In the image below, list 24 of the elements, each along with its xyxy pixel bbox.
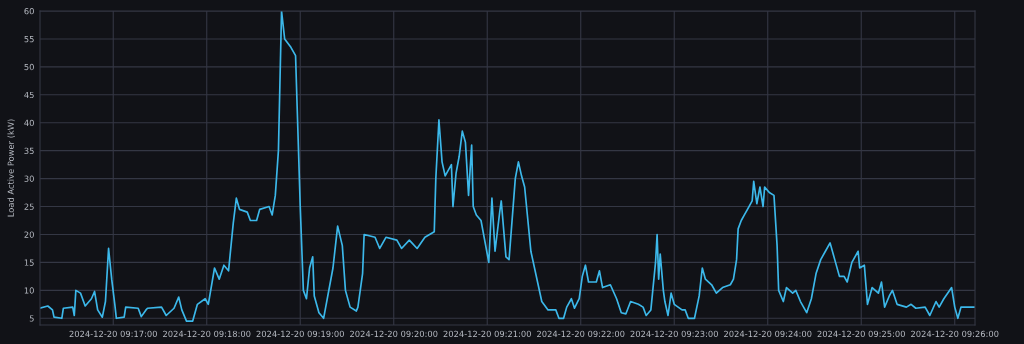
- x-tick-label: 2024-12-20 09:21:00: [443, 330, 531, 338]
- y-tick-label: 55: [24, 36, 34, 43]
- x-tick-label: 2024-12-20 09:19:00: [256, 330, 344, 338]
- x-tick-label: 2024-12-20 09:26:00: [911, 330, 999, 338]
- line-series: [40, 11, 975, 322]
- x-tick-label: 2024-12-20 09:24:00: [724, 330, 812, 338]
- y-tick-label: 35: [24, 147, 34, 154]
- x-tick-label: 2024-12-20 09:20:00: [350, 330, 438, 338]
- y-tick-label: 20: [24, 231, 34, 238]
- x-tick-label: 2024-12-20 09:23:00: [630, 330, 718, 338]
- y-tick-label: 50: [24, 63, 34, 71]
- x-tick-label: 2024-12-20 09:17:00: [69, 330, 157, 338]
- y-tick-label: 45: [24, 91, 34, 99]
- y-tick-label: 30: [24, 175, 34, 182]
- y-tick-label: 10: [24, 287, 34, 294]
- x-tick-label: 2024-12-20 09:18:00: [163, 330, 251, 338]
- y-tick-label: 60: [24, 7, 34, 15]
- y-tick-label: 5: [29, 315, 34, 322]
- y-axis-title: Load Active Power (kW): [7, 119, 15, 217]
- y-tick-label: 25: [24, 203, 34, 210]
- x-tick-label: 2024-12-20 09:25:00: [817, 330, 905, 338]
- y-tick-label: 40: [24, 119, 34, 127]
- y-tick-label: 15: [24, 259, 34, 266]
- x-tick-label: 2024-12-20 09:22:00: [537, 330, 625, 338]
